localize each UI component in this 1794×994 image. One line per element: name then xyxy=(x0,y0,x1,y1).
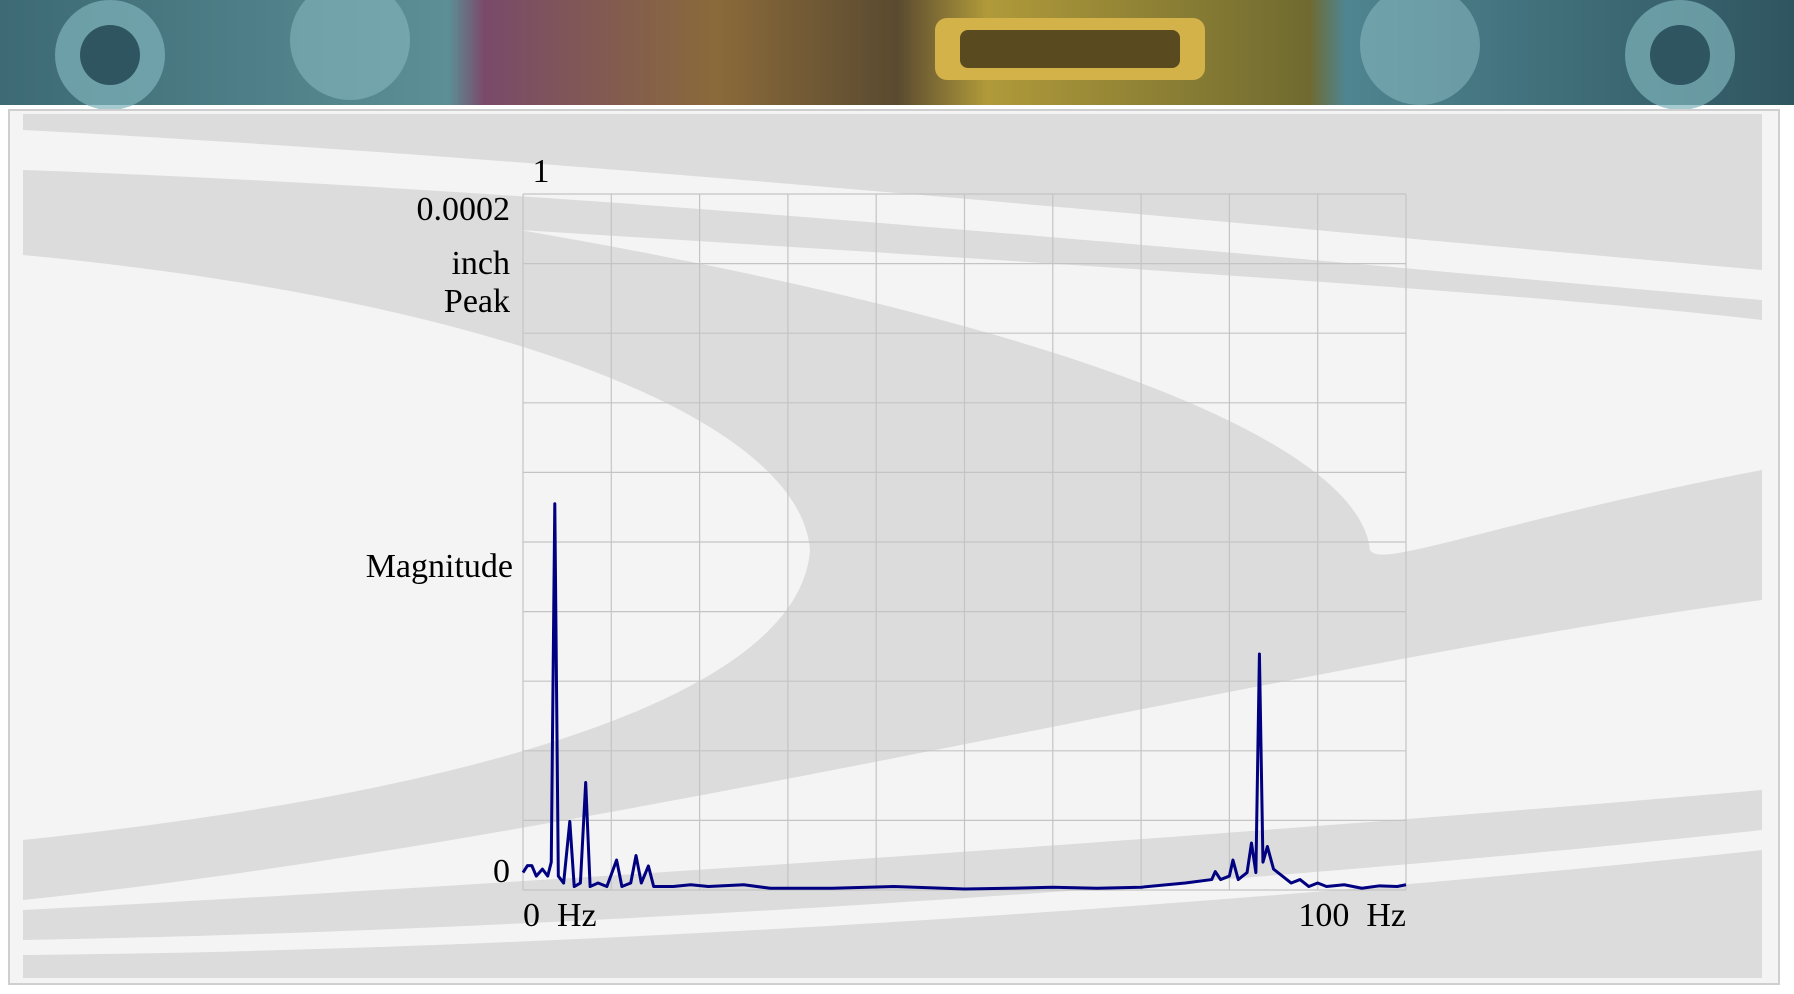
x-tick-label: 100 Hz xyxy=(1298,897,1406,934)
y-tick-label: 0.0002 xyxy=(417,191,511,228)
y-tick-label: 0 xyxy=(493,853,510,890)
top-label: 1 xyxy=(533,153,550,190)
y-unit: Peak xyxy=(444,283,510,320)
y-unit: inch xyxy=(451,245,510,282)
y-axis-label: Magnitude xyxy=(366,548,513,585)
x-tick-label: 0 Hz xyxy=(523,897,597,934)
panel-background xyxy=(8,109,1780,985)
spectrum-line xyxy=(521,502,1407,891)
banner xyxy=(0,0,1794,110)
